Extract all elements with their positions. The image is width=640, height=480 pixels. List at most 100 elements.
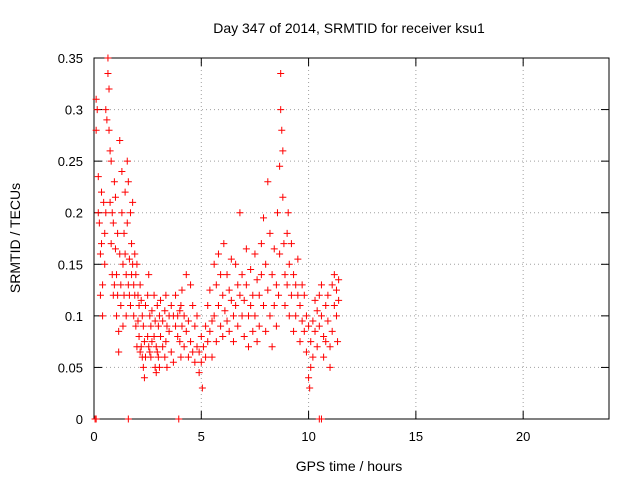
data-point: [290, 327, 298, 335]
data-point: [128, 240, 136, 248]
data-point: [273, 209, 281, 217]
data-point: [107, 157, 115, 165]
data-point: [133, 260, 141, 268]
data-point: [154, 353, 162, 361]
data-point: [202, 353, 210, 361]
data-point: [251, 250, 259, 258]
data-point: [162, 338, 170, 346]
data-point: [175, 415, 183, 423]
data-point: [249, 291, 257, 299]
data-point: [103, 116, 111, 124]
y-tick-label: 0.3: [65, 103, 83, 118]
data-point: [126, 209, 134, 217]
data-point: [217, 322, 225, 330]
data-point: [136, 348, 144, 356]
data-point: [124, 178, 132, 186]
data-point: [119, 322, 127, 330]
data-point: [95, 219, 103, 227]
data-point: [130, 281, 138, 289]
data-point: [334, 338, 342, 346]
data-point: [298, 317, 306, 325]
data-point: [290, 271, 298, 279]
data-point: [115, 348, 123, 356]
data-point: [131, 250, 139, 258]
data-point: [212, 281, 220, 289]
data-point: [119, 260, 127, 268]
data-point: [100, 198, 108, 206]
data-point: [106, 198, 114, 206]
data-point: [234, 281, 242, 289]
data-point: [153, 348, 161, 356]
data-point: [111, 193, 119, 201]
data-point: [105, 85, 113, 93]
data-point: [177, 353, 185, 361]
data-point: [277, 106, 285, 114]
data-point: [195, 348, 203, 356]
data-point: [96, 291, 104, 299]
data-point: [118, 167, 126, 175]
data-point: [163, 363, 171, 371]
data-point: [266, 312, 274, 320]
data-point: [281, 271, 289, 279]
data-point: [195, 369, 203, 377]
data-point: [145, 343, 153, 351]
data-point: [178, 286, 186, 294]
data-point: [221, 307, 229, 315]
data-point: [232, 302, 240, 310]
data-point: [281, 302, 289, 310]
data-point: [135, 332, 143, 340]
data-point: [94, 209, 102, 217]
data-point: [108, 209, 116, 217]
data-point: [187, 281, 195, 289]
data-point: [313, 307, 321, 315]
data-point: [276, 250, 284, 258]
data-point: [129, 198, 137, 206]
data-point: [330, 302, 338, 310]
data-point: [311, 296, 319, 304]
data-point: [332, 312, 340, 320]
data-point: [296, 338, 304, 346]
data-point: [148, 307, 156, 315]
data-point: [122, 312, 130, 320]
data-point: [324, 291, 332, 299]
x-tick-label: 15: [409, 429, 423, 444]
data-point: [187, 338, 195, 346]
data-point: [225, 286, 233, 294]
data-point: [152, 343, 160, 351]
data-point: [189, 302, 197, 310]
data-point: [208, 353, 216, 361]
data-point: [94, 173, 102, 181]
data-point: [114, 229, 122, 237]
data-point: [98, 240, 106, 248]
data-point: [305, 374, 313, 382]
data-point: [92, 95, 100, 103]
data-point: [232, 260, 240, 268]
data-point: [99, 281, 107, 289]
data-points: [91, 54, 343, 423]
data-point: [145, 271, 153, 279]
data-point: [151, 317, 159, 325]
data-point: [120, 229, 128, 237]
data-point: [104, 54, 112, 62]
data-point: [140, 338, 148, 346]
data-point: [275, 291, 283, 299]
data-point: [193, 312, 201, 320]
data-point: [102, 209, 110, 217]
data-point: [111, 245, 119, 253]
data-point: [287, 291, 295, 299]
data-point: [315, 322, 323, 330]
data-point: [307, 363, 315, 371]
data-point: [105, 126, 113, 134]
data-point: [276, 162, 284, 170]
data-point: [177, 302, 185, 310]
data-point: [169, 358, 177, 366]
data-point: [182, 327, 190, 335]
data-point: [162, 291, 170, 299]
data-point: [285, 312, 293, 320]
data-point: [302, 312, 310, 320]
data-point: [174, 332, 182, 340]
data-point: [283, 229, 291, 237]
data-point: [322, 338, 330, 346]
data-point: [199, 343, 207, 351]
data-point: [279, 147, 287, 155]
